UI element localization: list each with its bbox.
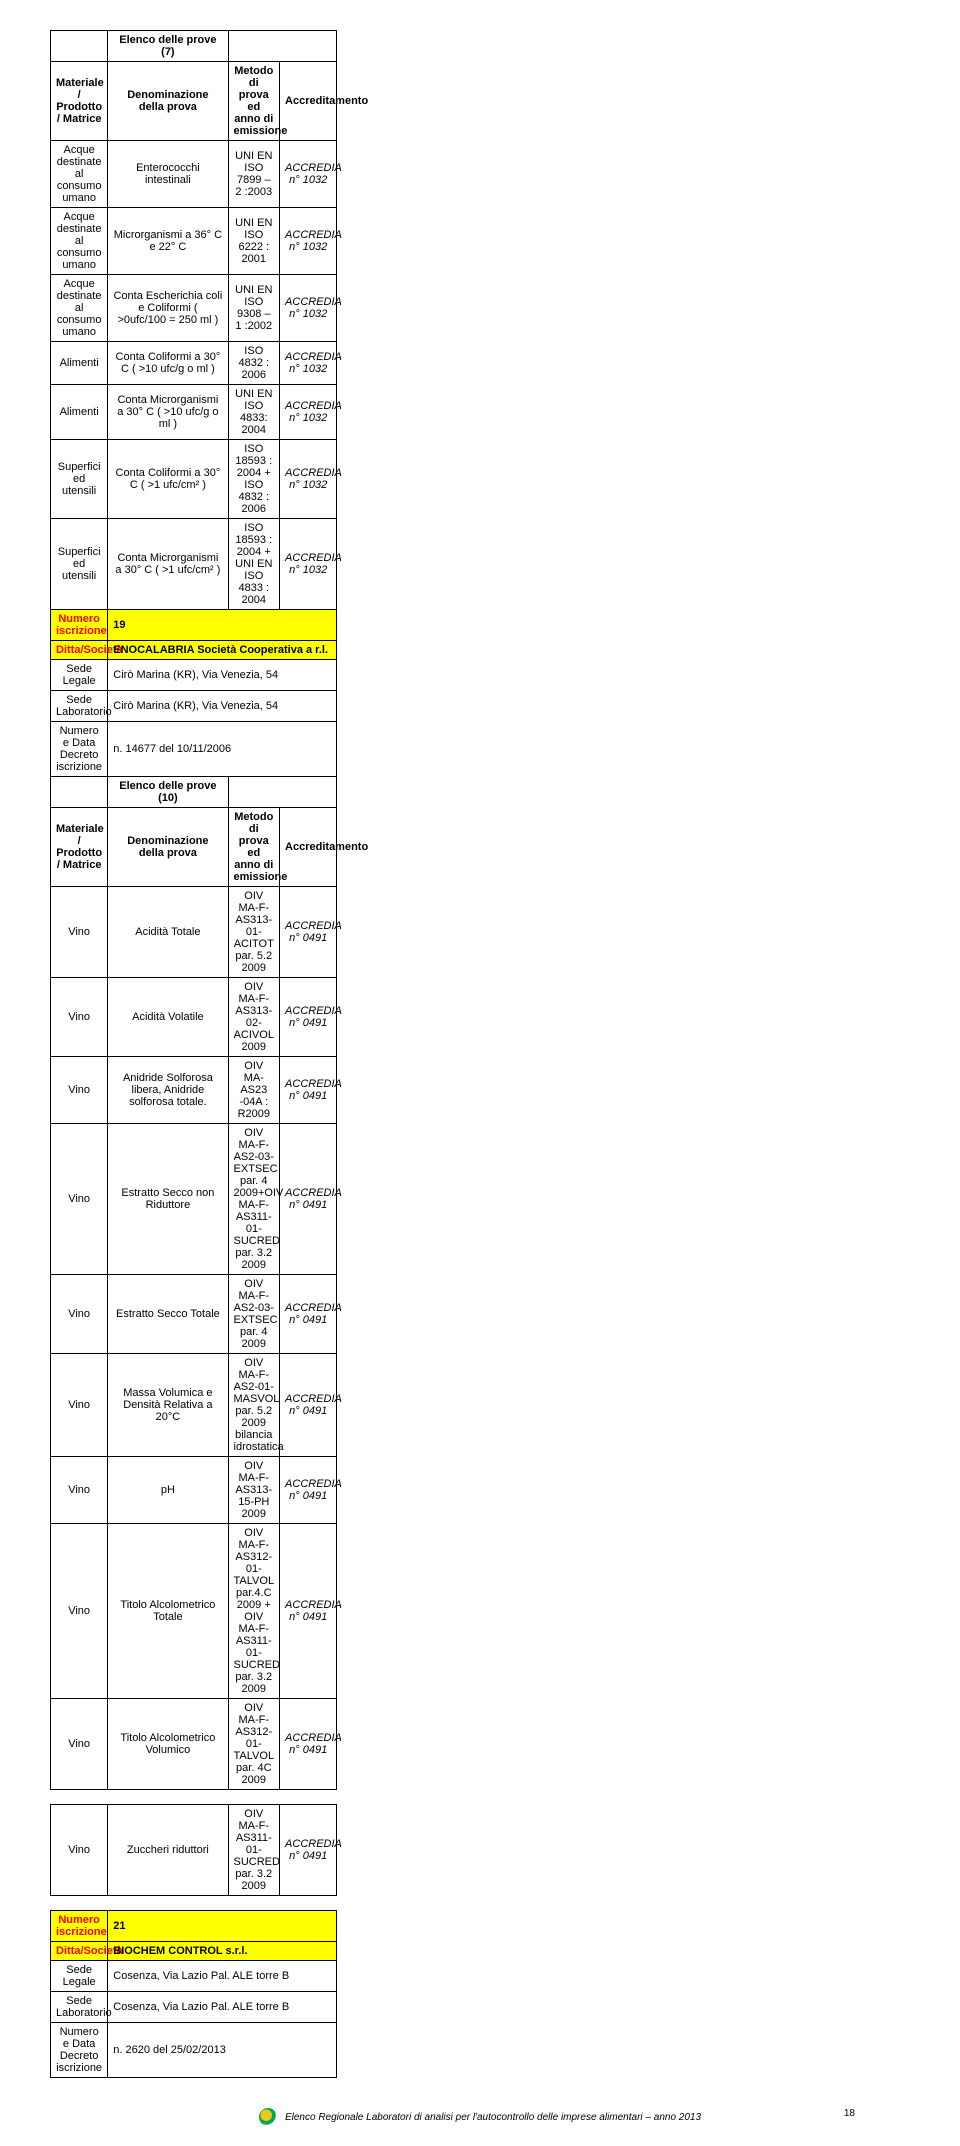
sede-lab-label: Sede Laboratorio xyxy=(51,1992,108,2023)
main-table: Elenco delle prove (7) Materiale / Prodo… xyxy=(50,30,910,2078)
ditta-value: ENOCALABRIA Società Cooperativa a r.l. xyxy=(108,641,337,660)
sede-lab-label: Sede Laboratorio xyxy=(51,691,108,722)
ditta-label: Ditta/Società xyxy=(51,641,108,660)
ditta-value: BIOCHEM CONTROL s.r.l. xyxy=(108,1942,337,1961)
sede-legale-value: Cirò Marina (KR), Via Venezia, 54 xyxy=(108,660,337,691)
page-number: 18 xyxy=(844,2108,855,2119)
col-header-accred: Accreditamento xyxy=(280,62,337,141)
col-header-accred: Accreditamento xyxy=(280,808,337,887)
section1-title: Elenco delle prove (7) xyxy=(108,31,228,62)
table-row: Vino Estratto Secco Totale OIV MA-F-AS2-… xyxy=(51,1275,910,1354)
table-row: Vino Titolo Alcolometrico Volumico OIV M… xyxy=(51,1699,910,1790)
decreto-value: n. 2620 del 25/02/2013 xyxy=(108,2023,337,2078)
table-row: Acque destinate al consumo umano Enteroc… xyxy=(51,141,910,208)
sede-legale-label: Sede Legale xyxy=(51,660,108,691)
col-header-denom: Denominazione della prova xyxy=(108,62,228,141)
footer-text: Elenco Regionale Laboratori di analisi p… xyxy=(285,2112,701,2123)
sede-legale-value: Cosenza, Via Lazio Pal. ALE torre B xyxy=(108,1961,337,1992)
table-row: Vino Estratto Secco non Riduttore OIV MA… xyxy=(51,1124,910,1275)
table-row: Vino Massa Volumica e Densità Relativa a… xyxy=(51,1354,910,1457)
table-row: Acque destinate al consumo umano Microrg… xyxy=(51,208,910,275)
table-row: Vino Acidità Volatile OIV MA-F-AS313-02-… xyxy=(51,978,910,1057)
section2-title: Elenco delle prove (10) xyxy=(108,777,228,808)
table-row: Vino Titolo Alcolometrico Totale OIV MA-… xyxy=(51,1524,910,1699)
table-row: Vino Zuccheri riduttori OIV MA-F-AS311-0… xyxy=(51,1805,910,1896)
col-header-material: Materiale / Prodotto / Matrice xyxy=(51,808,108,887)
col-header-method: Metodo di prova ed anno di emissione xyxy=(228,62,280,141)
footer-logo-icon xyxy=(259,2108,277,2126)
sede-lab-value: Cirò Marina (KR), Via Venezia, 54 xyxy=(108,691,337,722)
table-row: Superfici ed utensili Conta Microrganism… xyxy=(51,519,910,610)
col-header-method: Metodo di prova ed anno di emissione xyxy=(228,808,280,887)
decreto-label: Numero e Data Decreto iscrizione xyxy=(51,2023,108,2078)
sede-lab-value: Cosenza, Via Lazio Pal. ALE torre B xyxy=(108,1992,337,2023)
col-header-material: Materiale / Prodotto / Matrice xyxy=(51,62,108,141)
page-footer: 18 Elenco Regionale Laboratori di analis… xyxy=(50,2108,910,2126)
table-row: Alimenti Conta Microrganismi a 30° C ( >… xyxy=(51,385,910,440)
table-row: Acque destinate al consumo umano Conta E… xyxy=(51,275,910,342)
numero-iscrizione-value: 21 xyxy=(108,1911,337,1942)
table-row: Vino Anidride Solforosa libera, Anidride… xyxy=(51,1057,910,1124)
ditta-label: Ditta/Società xyxy=(51,1942,108,1961)
decreto-label: Numero e Data Decreto iscrizione xyxy=(51,722,108,777)
table-row: Alimenti Conta Coliformi a 30° C ( >10 u… xyxy=(51,342,910,385)
decreto-value: n. 14677 del 10/11/2006 xyxy=(108,722,337,777)
numero-iscrizione-label: Numero iscrizione xyxy=(51,1911,108,1942)
table-row: Vino pH OIV MA-F-AS313-15-PH 2009 ACCRED… xyxy=(51,1457,910,1524)
table-row: Vino Acidità Totale OIV MA-F-AS313-01-AC… xyxy=(51,887,910,978)
numero-iscrizione-label: Numero iscrizione xyxy=(51,610,108,641)
table-row: Superfici ed utensili Conta Coliformi a … xyxy=(51,440,910,519)
sede-legale-label: Sede Legale xyxy=(51,1961,108,1992)
numero-iscrizione-value: 19 xyxy=(108,610,337,641)
col-header-denom: Denominazione della prova xyxy=(108,808,228,887)
